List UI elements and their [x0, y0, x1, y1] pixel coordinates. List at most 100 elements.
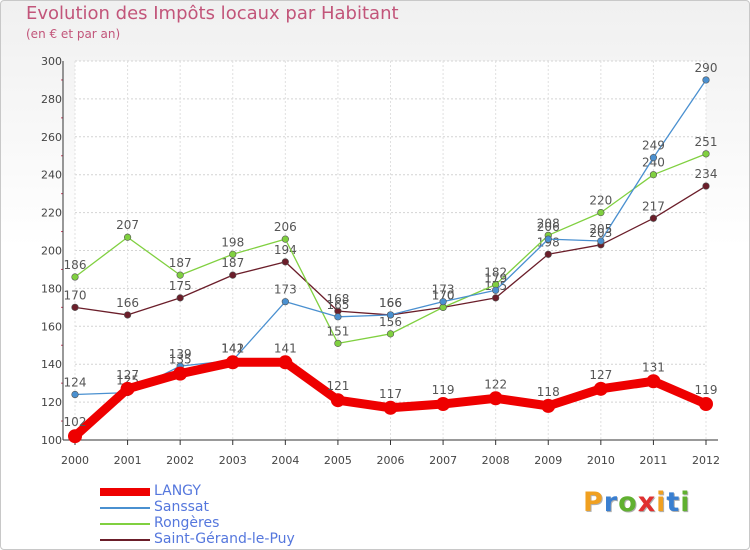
data-point — [71, 390, 79, 399]
data-point — [278, 355, 293, 370]
data-point — [488, 391, 503, 406]
data-label: 151 — [326, 324, 349, 338]
data-label: 208 — [537, 216, 560, 230]
data-label: 251 — [695, 135, 718, 149]
x-tick-label: 2003 — [219, 454, 247, 467]
data-label: 187 — [169, 256, 192, 270]
legend-label: Rongères — [154, 515, 220, 531]
x-tick-label: 2010 — [587, 454, 615, 467]
legend-label: Sanssat — [154, 499, 209, 515]
y-tick-label: 140 — [41, 358, 62, 371]
chart-subtitle: (en € et par an) — [26, 27, 121, 41]
data-point — [492, 286, 500, 294]
data-point — [120, 381, 135, 396]
data-label: 173 — [432, 283, 455, 297]
x-tick-label: 2001 — [114, 454, 142, 467]
data-point — [71, 273, 79, 281]
data-point — [702, 182, 710, 190]
data-label: 166 — [116, 296, 139, 310]
data-point — [702, 150, 710, 158]
data-label: 166 — [379, 296, 402, 310]
data-point — [123, 233, 132, 241]
data-point — [176, 271, 184, 279]
data-label: 179 — [484, 271, 507, 285]
data-label: 194 — [274, 243, 297, 257]
x-tick-label: 2004 — [271, 454, 299, 467]
data-label: 217 — [642, 199, 665, 213]
data-label: 198 — [221, 235, 244, 249]
data-label: 220 — [589, 194, 612, 208]
data-label: 102 — [64, 415, 87, 429]
data-point — [646, 374, 661, 389]
data-label: 203 — [589, 226, 612, 240]
data-label: 156 — [379, 315, 402, 329]
data-point — [699, 396, 713, 411]
data-label: 121 — [326, 379, 349, 393]
legend-swatch — [100, 523, 150, 525]
data-label: 234 — [695, 167, 718, 181]
data-label: 175 — [169, 279, 192, 293]
data-point — [281, 298, 289, 306]
data-label: 122 — [484, 377, 507, 391]
data-point — [225, 355, 240, 370]
logo-letter: r — [603, 487, 619, 518]
logo-letter: t — [666, 487, 681, 518]
data-label: 170 — [64, 288, 87, 302]
data-point — [281, 235, 289, 243]
legend-swatch — [100, 488, 150, 496]
x-tick-label: 2008 — [482, 454, 510, 467]
data-label: 127 — [589, 368, 612, 382]
legend-label: Saint-Gérand-le-Puy — [154, 531, 295, 547]
data-label: 127 — [116, 368, 139, 382]
x-tick-label: 2011 — [639, 454, 667, 467]
logo-letter: x — [637, 487, 657, 518]
data-point — [334, 313, 342, 321]
y-tick-label: 220 — [41, 207, 62, 220]
y-tick-label: 160 — [41, 320, 62, 333]
data-point — [176, 294, 184, 302]
proxiti-logo: Proxiti — [583, 487, 691, 518]
data-label: 166 — [379, 296, 402, 310]
data-point — [383, 400, 398, 415]
data-label: 119 — [695, 383, 718, 397]
legend-swatch — [100, 507, 150, 509]
data-point — [68, 429, 82, 444]
y-tick-label: 260 — [41, 131, 62, 144]
y-tick-label: 300 — [41, 55, 62, 68]
data-point — [386, 330, 395, 338]
data-label: 118 — [537, 385, 560, 399]
data-point — [702, 76, 710, 84]
data-label: 182 — [484, 266, 507, 280]
logo-letter: i — [656, 487, 667, 518]
y-tick-label: 200 — [41, 245, 62, 258]
y-tick-label: 120 — [41, 396, 62, 409]
data-label: 135 — [169, 353, 192, 367]
data-label: 165 — [326, 298, 349, 312]
data-point — [281, 258, 289, 266]
legend-swatch — [100, 539, 150, 541]
data-label: 142 — [221, 341, 244, 355]
data-label: 206 — [274, 220, 297, 234]
data-point — [439, 298, 447, 306]
data-label: 249 — [642, 139, 665, 153]
data-point — [544, 235, 552, 243]
data-point — [649, 214, 658, 222]
data-point — [229, 271, 237, 279]
data-label: 206 — [537, 220, 560, 234]
x-tick-label: 2009 — [534, 454, 562, 467]
x-tick-label: 2007 — [429, 454, 457, 467]
data-point — [386, 311, 395, 319]
data-label: 141 — [274, 341, 297, 355]
data-point — [173, 366, 188, 381]
data-label: 205 — [589, 222, 612, 236]
data-point — [334, 339, 342, 347]
data-label: 170 — [432, 288, 455, 302]
data-point — [649, 171, 658, 179]
logo-letter: i — [680, 487, 691, 518]
x-tick-label: 2006 — [377, 454, 405, 467]
logo-letter: o — [618, 487, 638, 518]
data-label: 124 — [64, 376, 87, 390]
data-point — [597, 237, 605, 245]
